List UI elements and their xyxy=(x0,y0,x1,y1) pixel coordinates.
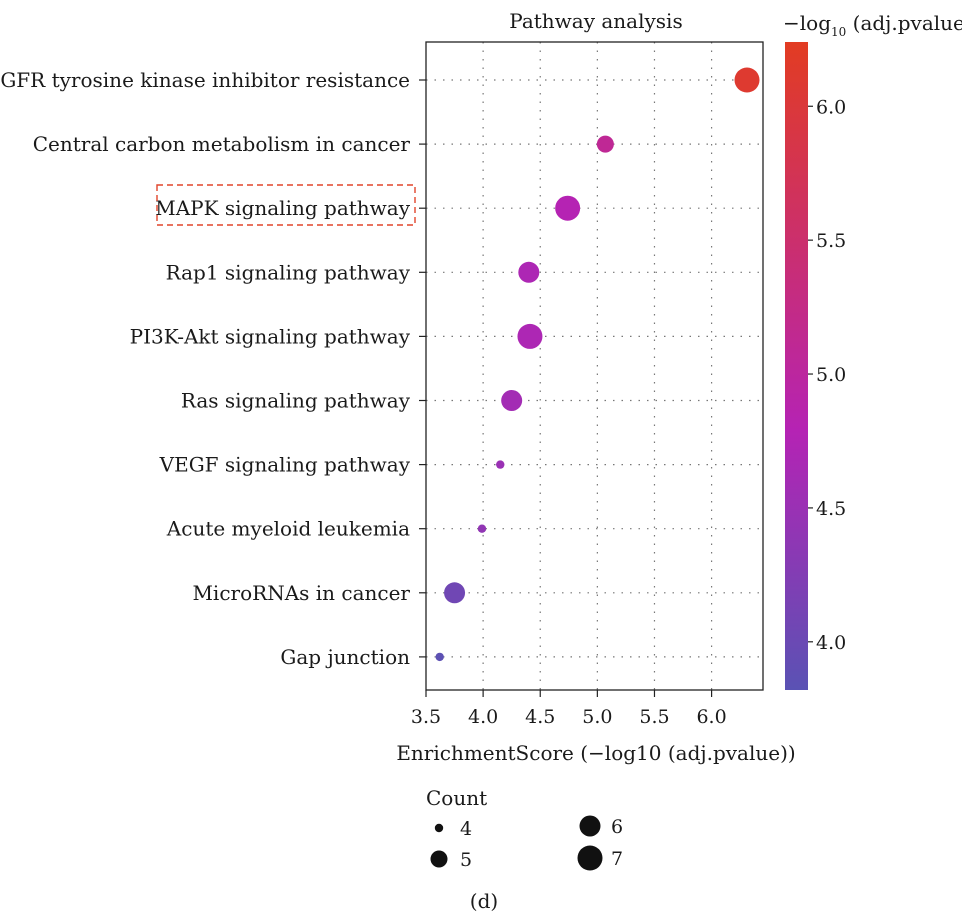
data-point xyxy=(517,323,543,349)
highlight-box xyxy=(156,184,416,226)
data-point xyxy=(518,261,540,283)
y-tick-label: Gap junction xyxy=(280,645,410,669)
chart-title: Pathway analysis xyxy=(509,9,682,33)
colorbar-tick-label: 4.5 xyxy=(816,498,846,520)
x-tick-label: 4.5 xyxy=(525,706,555,728)
data-point xyxy=(555,195,581,221)
y-tick-label: EGFR tyrosine kinase inhibitor resistanc… xyxy=(0,68,410,92)
data-point xyxy=(444,582,466,604)
size-legend-label: 4 xyxy=(460,818,472,840)
size-legend-label: 6 xyxy=(611,816,623,838)
plot-frame xyxy=(425,41,764,691)
x-tick-label: 4.0 xyxy=(468,706,498,728)
y-axis: EGFR tyrosine kinase inhibitor resistanc… xyxy=(0,68,426,669)
size-legend: Count 4 5 6 7 xyxy=(426,786,623,871)
x-tick-label: 5.0 xyxy=(582,706,612,728)
x-axis-label: EnrichmentScore (−log10 (adj.pvalue)) xyxy=(396,741,795,765)
colorbar-ticks: 4.0 4.5 5.0 5.5 6.0 xyxy=(808,96,846,654)
size-legend-marker xyxy=(577,845,603,871)
data-point xyxy=(435,652,444,662)
colorbar-title: −log10 (adj.pvalue) xyxy=(783,11,962,39)
size-legend-marker xyxy=(579,815,601,837)
size-legend-marker xyxy=(434,823,444,833)
data-point xyxy=(501,390,523,411)
size-legend-label: 5 xyxy=(460,849,472,871)
data-point xyxy=(496,460,505,469)
grid-lines xyxy=(426,42,763,690)
x-tick-label: 3.5 xyxy=(411,706,441,728)
data-points xyxy=(435,67,760,662)
colorbar-tick-label: 4.0 xyxy=(816,632,846,654)
y-tick-label: Acute myeloid leukemia xyxy=(166,517,410,541)
y-tick-label: MicroRNAs in cancer xyxy=(192,581,410,605)
colorbar-tick-label: 5.5 xyxy=(816,230,846,252)
colorbar-gradient xyxy=(785,42,808,690)
data-point xyxy=(596,135,614,153)
size-legend-marker xyxy=(430,850,448,868)
x-tick-label: 5.5 xyxy=(639,706,669,728)
y-tick-label: MAPK signaling pathway xyxy=(155,196,410,220)
y-tick-label: Rap1 signaling pathway xyxy=(166,260,411,284)
y-tick-label: Ras signaling pathway xyxy=(181,389,411,413)
size-legend-label: 7 xyxy=(611,848,623,870)
data-point xyxy=(477,524,487,533)
x-tick-label: 6.0 xyxy=(696,706,726,728)
x-axis: 3.5 4.0 4.5 5.0 5.5 6.0 xyxy=(411,690,727,728)
colorbar: −log10 (adj.pvalue) 4.0 4.5 5.0 5.5 6.0 xyxy=(783,11,962,690)
y-tick-label: PI3K-Akt signaling pathway xyxy=(130,324,411,348)
data-point xyxy=(734,67,760,93)
y-tick-label: VEGF signaling pathway xyxy=(159,453,411,477)
size-legend-title: Count xyxy=(426,786,487,810)
panel-label: (d) xyxy=(470,889,498,913)
y-tick-label: Central carbon metabolism in cancer xyxy=(33,132,411,156)
colorbar-tick-label: 5.0 xyxy=(816,364,846,386)
colorbar-tick-label: 6.0 xyxy=(816,96,846,118)
